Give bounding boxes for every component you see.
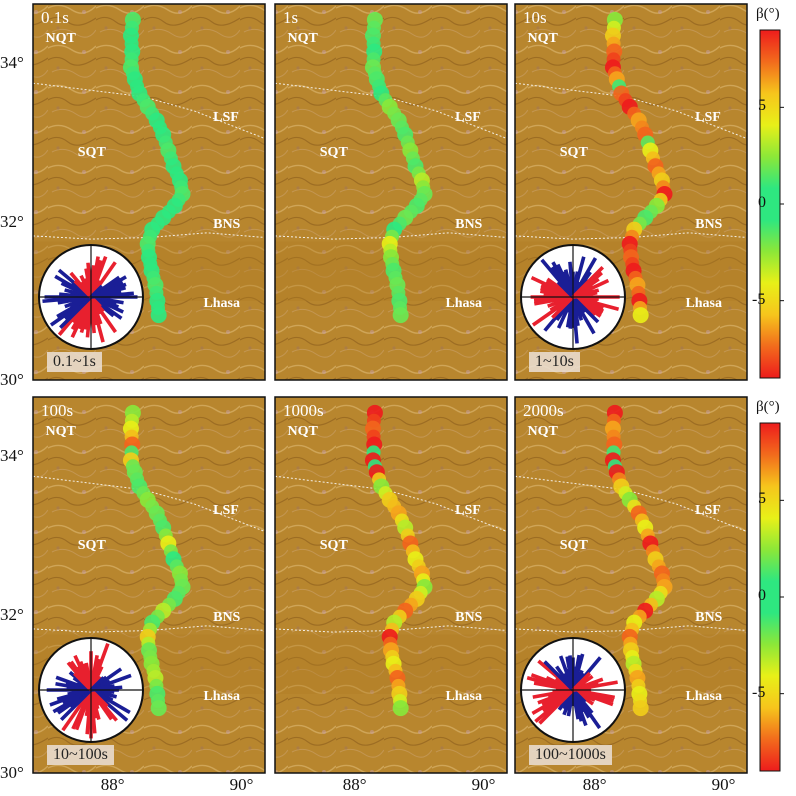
map-panels (32, 3, 748, 774)
panel-title: 1s (283, 8, 299, 27)
panel-frame (514, 396, 748, 774)
x-tick-label: 88° (342, 775, 367, 794)
map-panel-2 (514, 3, 748, 381)
period-range-label: 1~10s (529, 352, 580, 372)
y-tick-label: 34° (0, 53, 24, 73)
station-point (392, 307, 409, 324)
colorbar-tick-label: 0 (758, 194, 766, 211)
region-label-lsf: LSF (455, 109, 481, 125)
period-range-label: 0.1~1s (47, 352, 102, 372)
rose-diagram (38, 637, 144, 743)
panel-title: 10s (523, 8, 547, 27)
region-label-lhasa: Lhasa (685, 295, 723, 311)
region-label-bns: BNS (213, 216, 241, 232)
map-panel-5 (514, 396, 748, 774)
station-point (392, 700, 409, 717)
map-panel-1 (274, 3, 508, 381)
region-label-lsf: LSF (213, 109, 239, 125)
region-label-nqt: NQT (287, 30, 318, 46)
colorbar-title: β(°) (756, 6, 780, 22)
station-point (150, 307, 167, 324)
region-label-lsf: LSF (695, 502, 721, 518)
station-point (632, 700, 649, 717)
colorbar-title: β(°) (756, 399, 780, 415)
colorbars (759, 29, 784, 772)
panel-frame (514, 3, 748, 381)
suture-line-0 (32, 82, 266, 140)
y-tick-label: 30° (0, 370, 24, 389)
rose-diagram (38, 244, 144, 350)
x-tick-label: 88° (582, 775, 607, 794)
colorbar-tick-label: -5 (752, 290, 766, 308)
region-label-lsf: LSF (455, 502, 481, 518)
region-label-nqt: NQT (287, 423, 318, 439)
panel-frame (274, 3, 508, 381)
suture-line-0 (274, 82, 508, 140)
region-label-bns: BNS (695, 216, 723, 232)
colorbar-tick-label: -5 (752, 683, 766, 701)
region-label-lhasa: Lhasa (203, 295, 241, 311)
panel-title: 1000s (283, 401, 324, 420)
region-label-sqt: SQT (559, 145, 588, 161)
region-label-lhasa: Lhasa (203, 688, 241, 704)
map-panel-4 (274, 396, 508, 774)
suture-line-0 (514, 82, 748, 140)
colorbar-tick-label: 5 (758, 97, 766, 115)
region-label-bns: BNS (213, 609, 241, 625)
suture-line-0 (274, 475, 508, 533)
x-tick-label: 88° (100, 775, 125, 794)
region-label-lhasa: Lhasa (445, 688, 483, 704)
region-label-nqt: NQT (527, 30, 558, 46)
panel-frame (32, 396, 266, 774)
suture-line-0 (514, 475, 748, 533)
region-label-lsf: LSF (213, 502, 239, 518)
region-label-bns: BNS (455, 609, 483, 625)
panel-title: 100s (41, 401, 74, 420)
x-tick-label: 90° (471, 775, 496, 794)
period-range-label: 100~1000s (529, 745, 612, 765)
rose-diagram (520, 244, 626, 350)
region-label-sqt: SQT (77, 145, 106, 161)
region-label-nqt: NQT (45, 30, 76, 46)
panel-frame (32, 3, 266, 381)
region-label-lhasa: Lhasa (445, 295, 483, 311)
panel-title: 2000s (523, 401, 564, 420)
map-panel-3 (32, 396, 266, 774)
terrain-background (275, 4, 507, 380)
region-label-bns: BNS (695, 609, 723, 625)
region-label-sqt: SQT (319, 538, 348, 554)
suture-line-0 (32, 475, 266, 533)
region-label-lsf: LSF (695, 109, 721, 125)
x-tick-label: 90° (229, 775, 254, 794)
colorbar-tick-label: 0 (758, 587, 766, 604)
terrain-background (275, 397, 507, 773)
region-label-sqt: SQT (559, 538, 588, 554)
y-tick-label: 34° (0, 446, 24, 466)
panel-title: 0.1s (41, 8, 69, 27)
y-tick-label: 32° (0, 604, 24, 624)
station-point (150, 700, 167, 717)
colorbar-tick-label: 5 (758, 490, 766, 508)
region-label-bns: BNS (455, 216, 483, 232)
panel-frame (274, 396, 508, 774)
y-tick-label: 30° (0, 763, 24, 782)
region-label-lhasa: Lhasa (685, 688, 723, 704)
x-tick-label: 90° (711, 775, 736, 794)
rose-diagram (520, 637, 626, 743)
region-label-nqt: NQT (527, 423, 558, 439)
map-panel-0 (32, 3, 266, 381)
period-range-label: 10~100s (47, 745, 114, 765)
y-tick-label: 32° (0, 211, 24, 231)
region-label-sqt: SQT (77, 538, 106, 554)
region-label-nqt: NQT (45, 423, 76, 439)
region-label-sqt: SQT (319, 145, 348, 161)
station-point (632, 307, 649, 324)
